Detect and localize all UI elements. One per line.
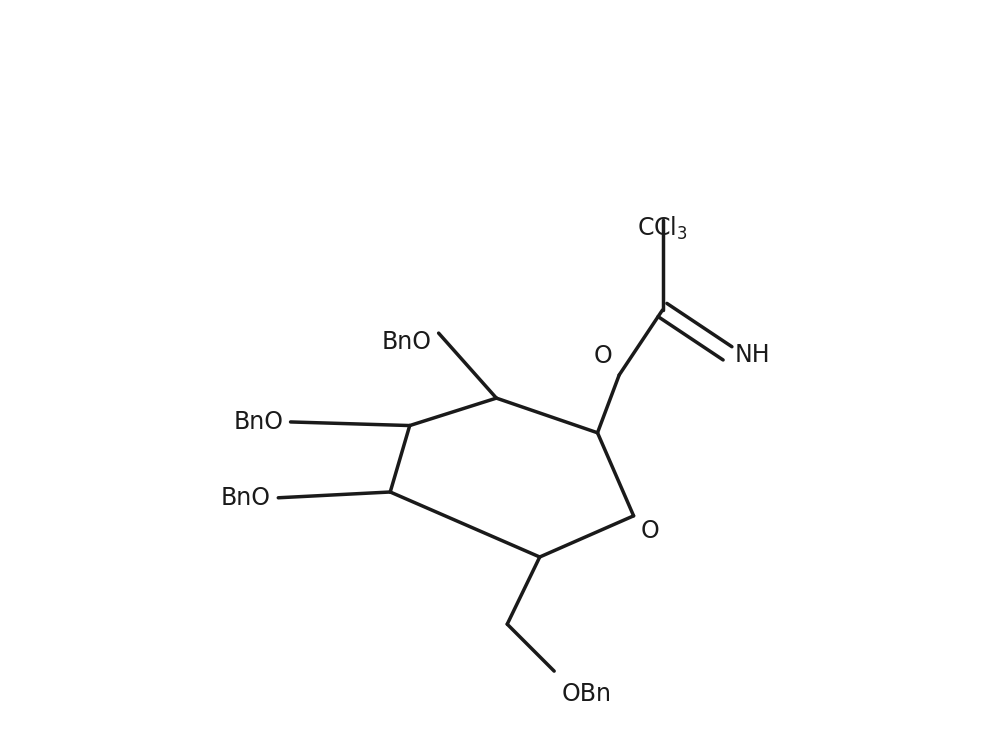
Text: BnO: BnO <box>381 330 431 354</box>
Text: O: O <box>593 344 612 368</box>
Text: BnO: BnO <box>221 486 271 510</box>
Text: BnO: BnO <box>233 410 283 434</box>
Text: NH: NH <box>735 343 770 367</box>
Text: O: O <box>641 520 660 544</box>
Text: CCl$_3$: CCl$_3$ <box>637 214 688 242</box>
Text: OBn: OBn <box>561 682 611 706</box>
